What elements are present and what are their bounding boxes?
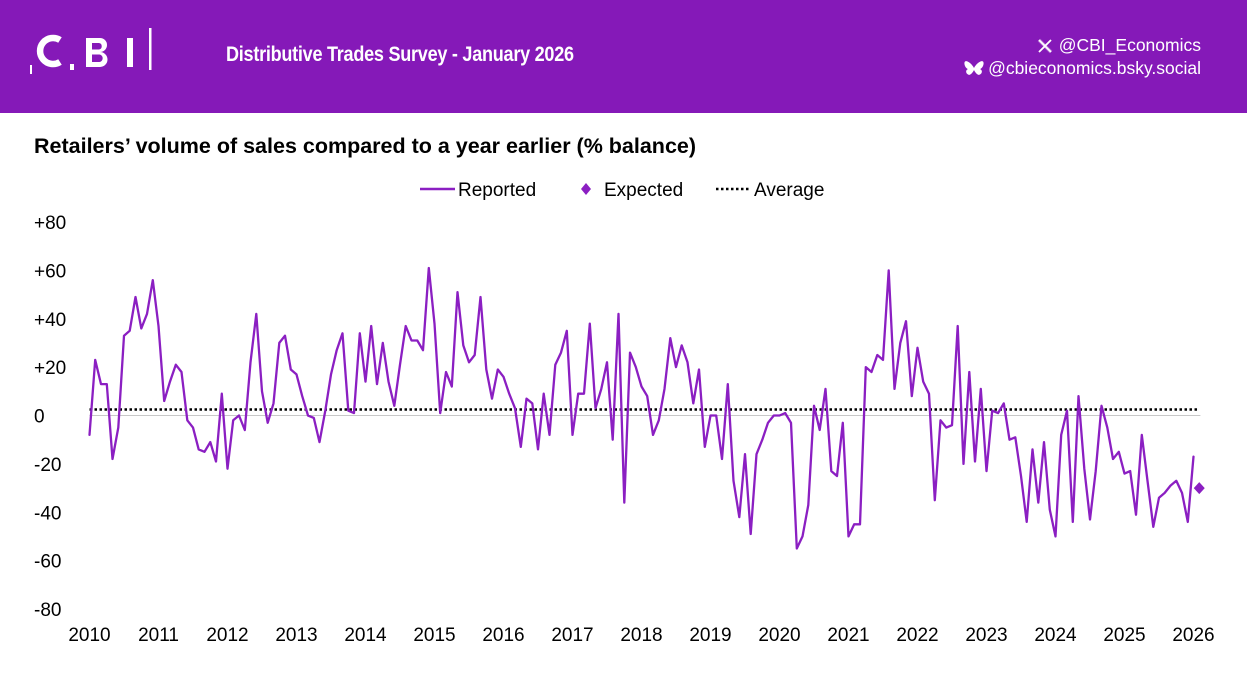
bluesky-handle: @cbieconomics.bsky.social: [988, 58, 1201, 78]
y-axis: +80 +60 +40 +20 0 -20 -40 -60 -80: [34, 213, 66, 621]
x-tick-label: 2019: [689, 625, 731, 646]
x-tick-label: 2010: [68, 625, 110, 646]
x-tick-label: 2026: [1172, 625, 1214, 646]
x-tick-label: 2020: [758, 625, 800, 646]
x-icon: [1035, 37, 1053, 55]
x-tick-label: 2023: [965, 625, 1007, 646]
bluesky-handle-row[interactable]: @cbieconomics.bsky.social: [964, 57, 1201, 80]
y-tick-label: 0: [34, 407, 45, 428]
chart-area: Reported Expected Average +80 +60 +40 +20 0 -…: [0, 170, 1247, 681]
x-tick-label: 2017: [551, 625, 593, 646]
expected-point: [1193, 482, 1205, 495]
reported-series: [88, 266, 1195, 550]
x-tick-label: 2015: [413, 625, 455, 646]
x-tick-label: 2016: [482, 625, 524, 646]
y-tick-label: -20: [34, 455, 61, 476]
x-tick-label: 2011: [138, 625, 179, 646]
legend-expected-label: Expected: [604, 180, 683, 201]
y-tick-label: -60: [34, 552, 61, 573]
y-tick-label: +60: [34, 261, 66, 282]
y-tick-label: +80: [34, 213, 66, 234]
legend-reported-label: Reported: [458, 180, 536, 201]
cbi-logo: [30, 26, 160, 74]
x-axis: 2010 2011 2012 2013 2014 2015 2016 2017 2018 2019…: [68, 625, 1214, 646]
x-handle-row[interactable]: @CBI_Economics: [964, 34, 1201, 57]
line-chart: Reported Expected Average +80 +60 +40 +20 0 -…: [34, 180, 1215, 646]
reported-line: [88, 266, 1195, 550]
x-tick-label: 2022: [896, 625, 938, 646]
survey-title: Distributive Trades Survey - January 202…: [226, 43, 574, 66]
x-handle: @CBI_Economics: [1058, 35, 1201, 55]
x-tick-label: 2013: [275, 625, 317, 646]
social-handles: @CBI_Economics @cbieconomics.bsky.social: [964, 34, 1201, 80]
y-tick-label: -40: [34, 503, 61, 524]
x-tick-label: 2014: [344, 625, 387, 646]
chart-title: Retailers’ volume of sales compared to a…: [34, 134, 697, 158]
bluesky-butterfly-icon: [964, 60, 984, 78]
x-tick-label: 2025: [1103, 625, 1145, 646]
legend-average-label: Average: [754, 180, 824, 201]
y-tick-label: +40: [34, 310, 66, 331]
legend-expected-marker: [581, 183, 591, 195]
y-tick-label: +20: [34, 358, 66, 379]
x-tick-label: 2024: [1034, 625, 1077, 646]
legend: Reported Expected Average: [420, 180, 824, 201]
x-tick-label: 2012: [206, 625, 248, 646]
header-banner: Distributive Trades Survey - January 202…: [0, 0, 1247, 113]
y-tick-label: -80: [34, 600, 61, 621]
x-tick-label: 2021: [827, 625, 869, 646]
expected-series: [1193, 482, 1205, 495]
x-tick-label: 2018: [620, 625, 662, 646]
